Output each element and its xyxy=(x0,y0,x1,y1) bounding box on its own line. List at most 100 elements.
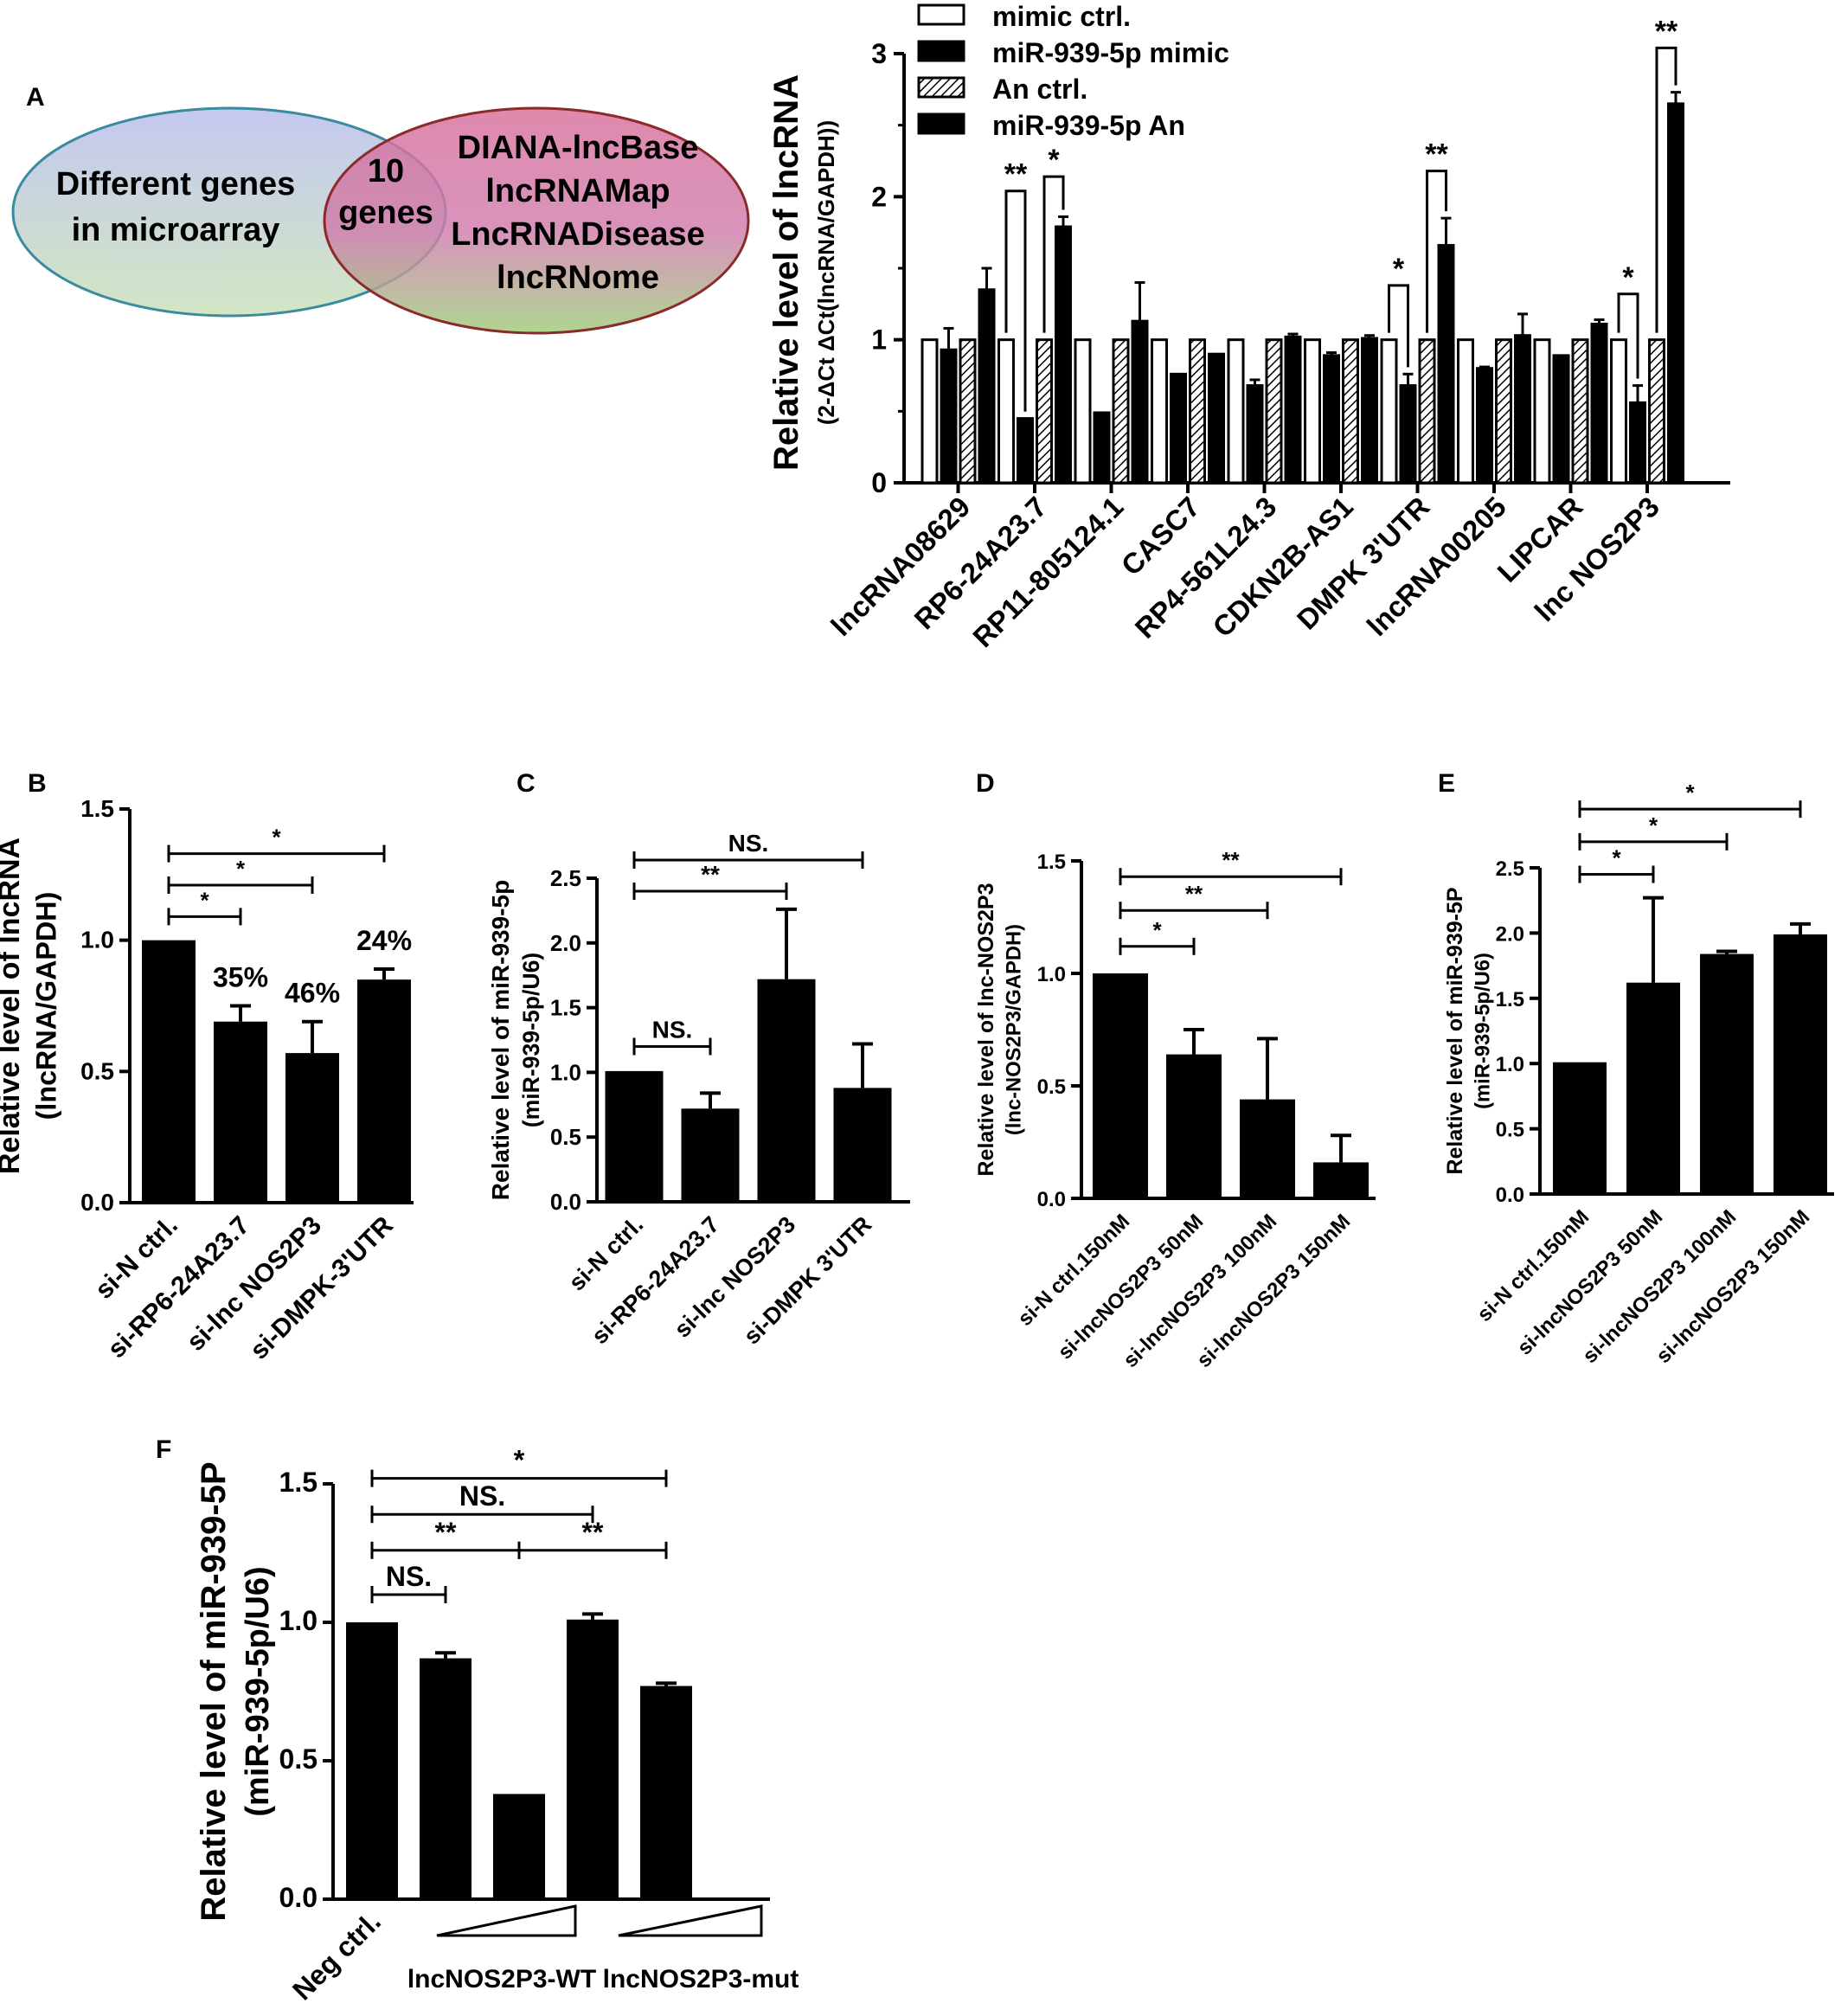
sig-label-e: * xyxy=(1649,812,1658,838)
chart-b-lncrna-knockdown: 0.0 0.5 1.0 1.5 Relative level of lncRNA(lnc… xyxy=(0,795,414,1365)
y-tick-label-a: 2 xyxy=(871,181,887,212)
bar-a-series-0 xyxy=(1074,338,1092,485)
bar-c xyxy=(681,1108,740,1202)
sig-label-c: NS. xyxy=(652,1016,693,1043)
sig-label-a: * xyxy=(1393,253,1405,286)
x-tick-label-a: RP6-24A23.7 xyxy=(908,491,1053,636)
y-tick-label-d: 1.0 xyxy=(1037,963,1066,986)
sig-label-c: ** xyxy=(701,861,720,888)
bar-a-series-1 xyxy=(1323,354,1340,485)
chart-e-mir939-dose: 0.0 0.5 1.0 1.5 2.0 2.5 Relative level of miR-… xyxy=(1443,780,1834,1368)
y-axis-label-sub-d: (lnc-NOS2P3/GAPDH) xyxy=(1002,924,1025,1135)
bar-a-series-1 xyxy=(1552,354,1570,485)
legend-label-a: mimic ctrl. xyxy=(992,1,1131,32)
sig-label-a: * xyxy=(1048,144,1060,177)
bar-a-series-0 xyxy=(1227,338,1245,485)
sig-label-f: NS. xyxy=(386,1561,432,1592)
bar-a-series-3 xyxy=(1437,244,1455,485)
y-axis-label-sub-f: (miR-939-5p/U6) xyxy=(240,1566,276,1816)
x-tick-label-f: Neg ctrl. xyxy=(286,1905,387,2006)
y-tick-label-a: 1 xyxy=(871,324,887,356)
sig-bracket-a xyxy=(1042,175,1065,333)
x-tick-label-c: si-RP6-24A23.7 xyxy=(587,1211,724,1349)
bar-a-series-3 xyxy=(1590,322,1608,485)
y-axis-label-f: Relative level of miR-939-5P xyxy=(195,1461,233,1921)
y-tick-label-b: 0.0 xyxy=(80,1189,114,1216)
bar-a-series-2 xyxy=(1189,338,1206,485)
bar-a-series-3 xyxy=(1284,335,1302,485)
bar-f xyxy=(640,1685,692,1899)
venn-right-line-4: lncRNome xyxy=(497,260,659,296)
x-tick-label-a: DMPK 3'UTR xyxy=(1291,491,1436,636)
sig-label-e: * xyxy=(1612,845,1621,871)
y-tick-label-d: 0.5 xyxy=(1037,1075,1066,1099)
bar-d xyxy=(1240,1099,1295,1198)
bar-a-series-2 xyxy=(1418,338,1436,485)
venn-center-line-2: genes xyxy=(338,195,433,231)
bar-f xyxy=(567,1619,619,1899)
legend-label-a: An ctrl. xyxy=(992,74,1087,105)
sig-label-a: ** xyxy=(1004,158,1028,191)
sig-label-c: NS. xyxy=(728,830,769,857)
bar-a-series-2 xyxy=(1495,338,1512,485)
sig-label-a: ** xyxy=(1655,15,1678,48)
y-tick-label-c: 0.5 xyxy=(550,1124,581,1150)
bar-a-series-2 xyxy=(1265,338,1283,485)
y-tick-label-a: 0 xyxy=(871,467,887,498)
bar-b xyxy=(214,1021,267,1203)
y-tick-label-c: 1.0 xyxy=(550,1059,581,1085)
bar-a-series-3 xyxy=(1667,102,1684,485)
venn-center-line-1: 10 xyxy=(368,153,404,189)
y-axis-label-sub-e: (miR-939-5p/U6) xyxy=(1471,953,1494,1109)
legend-swatch-a xyxy=(917,3,965,26)
legend-label-a: miR-939-5p An xyxy=(992,110,1185,141)
y-axis-label-sub-b: (lncRNA/GAPDH) xyxy=(31,892,62,1120)
bar-e xyxy=(1774,934,1827,1194)
bar-a-series-0 xyxy=(920,338,939,485)
x-tick-label-d: si-lncNOS2P3 150nM xyxy=(1192,1210,1355,1372)
panel-label-e: E xyxy=(1438,769,1455,798)
y-axis-label-sub-c: (miR-939-5p/U6) xyxy=(518,953,544,1127)
x-tick-label-a: lncRNA00205 xyxy=(1361,491,1512,642)
y-tick-label-f: 1.0 xyxy=(279,1605,318,1636)
panel-label-f: F xyxy=(156,1435,171,1464)
sig-label-a: * xyxy=(1622,261,1634,294)
bar-a-series-3 xyxy=(1131,319,1149,485)
sig-label-e: * xyxy=(1685,780,1695,806)
bar-c xyxy=(757,979,816,1202)
x-tick-label-d: si-lncNOS2P3 50nM xyxy=(1054,1210,1208,1364)
bar-a-series-2 xyxy=(1571,338,1589,485)
sig-bracket-a xyxy=(1617,292,1639,379)
bar-a-series-0 xyxy=(1610,338,1627,485)
bar-a-series-0 xyxy=(1457,338,1474,485)
group-label-mut: lncNOS2P3-mut xyxy=(603,1965,799,1994)
bar-a-series-2 xyxy=(1112,338,1130,485)
panel-a-venn: A Different genes in microarray 10 genes… xyxy=(11,83,750,335)
chart-d-lnc-nos2p3-level: 0.0 0.5 1.0 1.5 Relative level of lnc-NOS2P3… xyxy=(974,847,1376,1372)
chart-a-lncrna-levels: 0 1 2 3 Relative level of lncRNA (2-ΔCt ΔCt(l… xyxy=(767,1,1730,653)
sig-label-a: ** xyxy=(1425,138,1448,171)
bar-a-series-3 xyxy=(978,288,996,485)
sig-bracket-a xyxy=(1388,284,1409,368)
sig-bracket-a xyxy=(1426,170,1447,333)
bar-a-series-0 xyxy=(1533,338,1551,485)
y-tick-label-f: 0.5 xyxy=(279,1743,318,1775)
y-tick-label-e: 2.0 xyxy=(1496,922,1524,946)
bar-a-series-0 xyxy=(1380,338,1398,485)
y-tick-label-c: 2.5 xyxy=(550,865,581,891)
data-label-b: 35% xyxy=(213,962,268,993)
bar-b xyxy=(357,979,411,1203)
venn-right-line-1: DIANA-lncBase xyxy=(458,130,699,166)
sig-label-f: NS. xyxy=(459,1480,505,1512)
bar-d xyxy=(1093,973,1148,1198)
bar-d xyxy=(1166,1054,1222,1198)
bar-a-series-1 xyxy=(1093,411,1111,485)
y-axis-label-e: Relative level of miR-939-5P xyxy=(1443,887,1467,1174)
bar-b xyxy=(285,1053,339,1203)
y-tick-label-b: 1.0 xyxy=(80,927,114,953)
y-tick-label-f: 1.5 xyxy=(279,1467,318,1498)
legend-swatch-a xyxy=(917,40,965,62)
dose-triangle-wt xyxy=(436,1904,577,1937)
y-tick-label-f: 0.0 xyxy=(279,1882,318,1913)
x-tick-label-e: si-lncNOS2P3 150nM xyxy=(1652,1205,1814,1368)
